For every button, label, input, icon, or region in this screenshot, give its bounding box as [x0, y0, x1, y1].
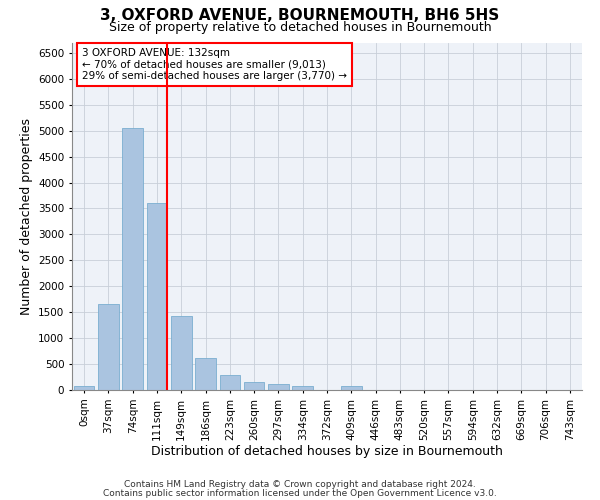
Text: 3 OXFORD AVENUE: 132sqm
← 70% of detached houses are smaller (9,013)
29% of semi: 3 OXFORD AVENUE: 132sqm ← 70% of detache…	[82, 48, 347, 81]
Bar	[341, 386, 362, 390]
Bar	[244, 382, 265, 390]
Bar	[122, 128, 143, 390]
Text: 3, OXFORD AVENUE, BOURNEMOUTH, BH6 5HS: 3, OXFORD AVENUE, BOURNEMOUTH, BH6 5HS	[100, 8, 500, 22]
X-axis label: Distribution of detached houses by size in Bournemouth: Distribution of detached houses by size …	[151, 446, 503, 458]
Bar	[98, 304, 119, 390]
Bar	[74, 386, 94, 390]
Text: Size of property relative to detached houses in Bournemouth: Size of property relative to detached ho…	[109, 21, 491, 34]
Bar	[146, 204, 167, 390]
Bar	[220, 375, 240, 390]
Bar	[171, 316, 191, 390]
Y-axis label: Number of detached properties: Number of detached properties	[20, 118, 32, 315]
Bar	[292, 386, 313, 390]
Text: Contains HM Land Registry data © Crown copyright and database right 2024.: Contains HM Land Registry data © Crown c…	[124, 480, 476, 489]
Bar	[268, 384, 289, 390]
Bar	[195, 358, 216, 390]
Text: Contains public sector information licensed under the Open Government Licence v3: Contains public sector information licen…	[103, 488, 497, 498]
